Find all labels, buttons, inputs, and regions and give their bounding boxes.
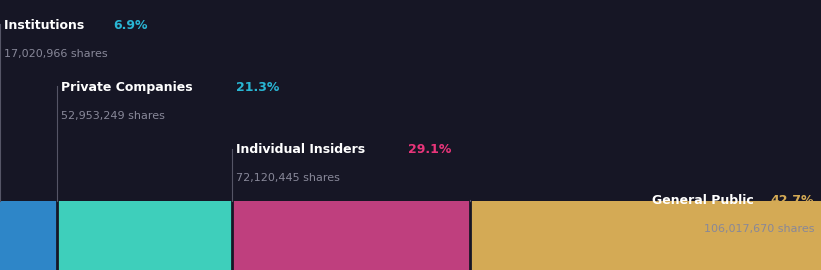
Text: 106,017,670 shares: 106,017,670 shares xyxy=(704,224,814,234)
Bar xyxy=(0,201,57,270)
Text: 21.3%: 21.3% xyxy=(236,81,280,94)
Bar xyxy=(470,201,821,270)
Text: 29.1%: 29.1% xyxy=(408,143,452,156)
Text: Institutions: Institutions xyxy=(4,19,89,32)
Text: General Public: General Public xyxy=(652,194,759,207)
Text: Individual Insiders: Individual Insiders xyxy=(236,143,369,156)
Text: 52,953,249 shares: 52,953,249 shares xyxy=(61,111,165,121)
Text: 42.7%: 42.7% xyxy=(771,194,814,207)
Text: 6.9%: 6.9% xyxy=(113,19,148,32)
Bar xyxy=(57,201,232,270)
Bar xyxy=(232,201,470,270)
Text: 72,120,445 shares: 72,120,445 shares xyxy=(236,173,340,183)
Text: 17,020,966 shares: 17,020,966 shares xyxy=(4,49,108,59)
Text: Private Companies: Private Companies xyxy=(61,81,197,94)
